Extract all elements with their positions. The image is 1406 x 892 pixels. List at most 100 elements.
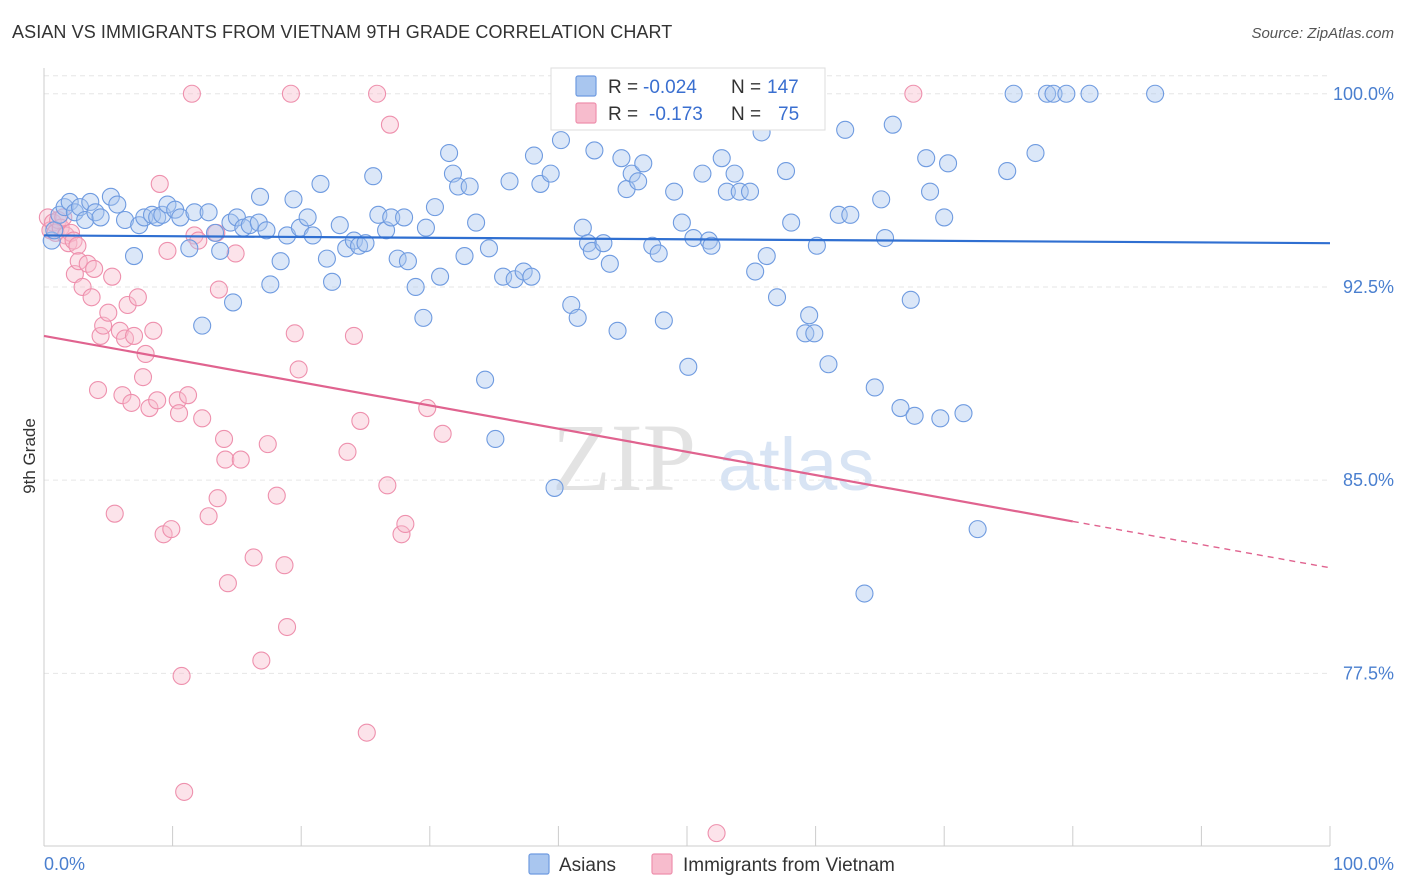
asian-point: [568, 308, 587, 327]
asian-point: [257, 221, 276, 240]
vietnam-point: [199, 507, 218, 526]
asian-point: [746, 262, 765, 281]
asian-point: [388, 249, 407, 268]
source-label: Source: ZipAtlas.com: [1251, 25, 1394, 42]
asian-point: [65, 203, 84, 222]
vietnam-point: [193, 409, 212, 428]
asian-point: [545, 478, 564, 497]
asian-point: [356, 234, 375, 253]
asian-point: [524, 146, 544, 165]
vietnam-trendline-extension: [1072, 520, 1331, 569]
vietnam-point: [140, 399, 159, 418]
vietnam-point: [351, 411, 370, 430]
vietnam-point: [162, 520, 181, 539]
vietnam-point: [216, 450, 235, 469]
vietnam-point: [433, 424, 452, 443]
asian-point: [836, 120, 855, 139]
vietnam-point: [285, 324, 304, 343]
vietnam-point: [178, 386, 198, 405]
stats-n-label-1: N =: [731, 77, 761, 98]
asian-point: [883, 115, 902, 134]
asian-point: [935, 208, 954, 227]
y-tick-label: 85.0%: [1343, 470, 1394, 490]
vietnam-point: [380, 115, 399, 134]
asian-point: [479, 239, 499, 258]
asian-point: [486, 429, 505, 449]
asian-point: [805, 324, 824, 343]
asian-point: [55, 198, 74, 217]
asian-point: [303, 226, 322, 245]
asian-point: [594, 234, 613, 253]
asians-trendline: [43, 234, 1331, 245]
asian-point: [684, 228, 703, 248]
asian-point: [81, 192, 100, 212]
stats-r-value-2: -0.173: [649, 104, 703, 125]
vietnam-point: [82, 288, 101, 307]
asian-point: [612, 149, 631, 168]
asian-point: [180, 239, 199, 258]
asian-point: [211, 241, 230, 260]
asian-point: [573, 218, 592, 237]
asian-point: [364, 167, 383, 186]
y-tick-label: 92.5%: [1343, 277, 1394, 297]
vietnam-point: [124, 326, 144, 345]
vietnam-point: [168, 391, 187, 410]
legend: Asians Immigrants from Vietnam: [528, 853, 895, 876]
asian-point: [672, 213, 691, 232]
asian-point: [939, 154, 958, 173]
vietnam-point: [278, 617, 297, 637]
asian-point: [271, 252, 290, 271]
asian-point: [872, 190, 891, 209]
asian-point: [1057, 84, 1076, 103]
vietnam-point: [118, 295, 137, 315]
asian-point: [717, 182, 736, 201]
vietnam-point: [226, 244, 245, 263]
legend-swatch-asians: [528, 853, 550, 875]
legend-label-asians: Asians: [559, 855, 616, 876]
asian-point: [1038, 84, 1057, 103]
asian-point: [382, 208, 401, 227]
vietnam-point: [128, 288, 147, 307]
stats-n-value-1: 147: [767, 77, 799, 98]
asian-point: [730, 182, 749, 201]
trendlines: [43, 234, 1331, 569]
vietnam-point: [169, 404, 189, 423]
asian-point: [199, 203, 218, 222]
asian-point: [629, 172, 648, 191]
vietnam-point: [214, 429, 234, 449]
asian-point: [317, 249, 336, 268]
vietnam-trendline: [43, 334, 1073, 523]
asian-point: [431, 267, 450, 286]
asian-point: [693, 164, 712, 183]
series-vietnam-points: [38, 84, 923, 843]
asian-point: [522, 267, 541, 286]
asian-point: [467, 213, 486, 232]
vietnam-point: [378, 476, 397, 495]
vietnam-point: [231, 450, 250, 469]
asian-point: [494, 267, 513, 286]
asian-point: [115, 210, 135, 230]
asian-point: [819, 355, 838, 374]
asian-point: [1026, 143, 1045, 163]
asian-point: [406, 277, 425, 297]
stats-r-label-1: R =: [608, 77, 638, 98]
y-tick-label: 77.5%: [1343, 663, 1394, 683]
asian-point: [541, 164, 560, 183]
asian-point: [500, 172, 519, 191]
asian-point: [757, 247, 776, 266]
asian-point: [311, 174, 330, 193]
asian-point: [702, 236, 721, 255]
asian-point: [891, 399, 910, 418]
asian-point: [649, 244, 668, 263]
x-tick-label-max: 100.0%: [1333, 854, 1394, 874]
vietnam-point: [91, 326, 110, 345]
asian-point: [782, 213, 801, 232]
asian-point: [223, 293, 243, 312]
stats-box: R = -0.024 N = 147 R = -0.173 N = 75: [550, 67, 826, 131]
asian-point: [1044, 84, 1063, 103]
x-ticks: [43, 826, 1331, 846]
asian-point: [91, 208, 110, 227]
vietnam-point: [344, 326, 363, 345]
vietnam-point: [357, 723, 376, 742]
